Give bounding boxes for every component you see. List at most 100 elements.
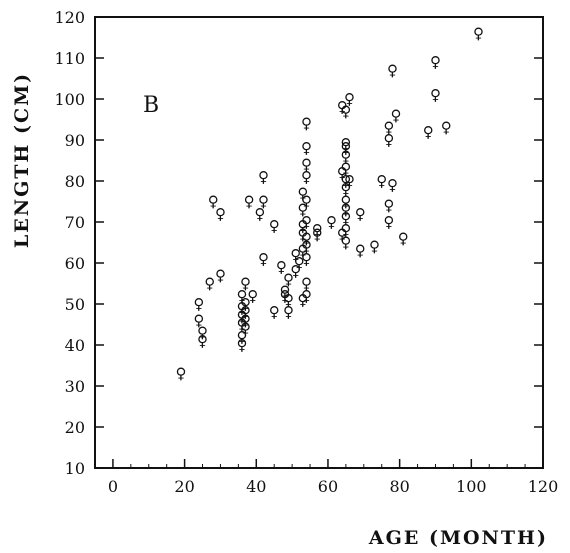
data-point: ♀ [340,135,351,153]
data-point: ♀ [301,213,312,231]
data-point: ♀ [176,365,187,383]
data-point: ♀ [297,201,308,219]
data-point: ♀ [387,61,398,79]
data-point: ♀ [383,119,394,137]
data-point: ♀ [301,168,312,186]
data-point: ♀ [236,299,247,317]
x-axis-ticks: 0 20 40 60 80 100 120 [108,459,558,496]
data-point: ♀ [283,291,294,309]
x-tick-label: 120 [528,477,559,496]
data-point: ♀ [340,201,351,219]
x-tick-label: 60 [318,477,338,496]
data-point: ♀ [258,250,269,268]
data-point: ♀ [340,102,351,120]
data-point: ♀ [340,139,351,157]
y-tick-label: 40 [65,336,85,355]
data-point: ♀ [473,24,484,42]
data-point: ♀ [197,332,208,350]
data-point: ♀ [294,254,305,272]
y-tick-label: 30 [65,377,85,396]
data-point: ♀ [387,176,398,194]
data-point: ♀ [279,283,290,301]
data-point: ♀ [301,193,312,211]
data-point: ♀ [283,303,294,321]
data-point: ♀ [301,156,312,174]
data-point: ♀ [193,295,204,313]
data-point: ♀ [240,275,251,293]
data-point: ♀ [344,172,355,190]
data-point: ♀ [204,275,215,293]
data-point: ♀ [340,147,351,165]
y-tick-label: 70 [65,213,85,232]
y-tick-label: 10 [65,459,85,478]
data-point: ♀ [383,213,394,231]
y-tick-label: 90 [65,131,85,150]
data-point: ♀ [240,303,251,321]
y-tick-label: 110 [54,49,85,68]
y-tick-label: 80 [65,172,85,191]
x-tick-label: 20 [174,477,194,496]
data-point: ♀ [258,168,269,186]
data-point: ♀ [430,53,441,71]
x-tick-label: 0 [108,477,118,496]
data-point: ♀ [369,238,380,256]
data-point: ♀ [301,139,312,157]
data-point: ♀ [430,86,441,104]
y-tick-label: 100 [54,90,85,109]
data-point: ♀ [301,115,312,133]
data-point: ♀ [193,311,204,329]
data-point: ♀ [337,98,348,116]
data-point: ♀ [376,172,387,190]
data-point: ♀ [240,311,251,329]
data-point: ♀ [337,164,348,182]
data-point: ♀ [236,307,247,325]
data-point: ♀ [240,320,251,338]
data-point: ♀ [326,213,337,231]
data-point: ♀ [398,229,409,247]
data-point: ♀ [301,275,312,293]
data-point: ♀ [269,303,280,321]
data-point: ♀ [244,193,255,211]
data-point: ♀ [441,119,452,137]
panel-label: B [143,93,159,118]
data-point: ♀ [297,184,308,202]
y-tick-label: 60 [65,254,85,273]
data-point: ♀ [340,234,351,252]
data-point: ♀ [344,90,355,108]
x-tick-label: 80 [389,477,409,496]
data-point: ♀ [290,246,301,264]
y-tick-label: 50 [65,295,85,314]
data-point: ♀ [297,217,308,235]
data-point: ♀ [340,209,351,227]
data-point: ♀ [290,262,301,280]
x-tick-label: 40 [246,477,266,496]
data-point: ♀ [355,205,366,223]
data-point: ♀ [279,287,290,305]
data-point: ♀ [215,205,226,223]
data-points: ♀♀♀♀♀♀♀♀♀♀♀♀♀♀♀♀♀♀♀♀♀♀♀♀♀♀♀♀♀♀♀♀♀♀♀♀♀♀♀♀… [176,24,484,382]
data-point: ♀ [340,221,351,239]
data-point: ♀ [236,328,247,346]
data-point: ♀ [247,287,258,305]
data-point: ♀ [297,291,308,309]
plot-frame [94,16,544,469]
data-point: ♀ [340,160,351,178]
data-point: ♀ [391,106,402,124]
data-point: ♀ [215,266,226,284]
y-axis-ticks: 10 20 30 40 50 60 70 80 90 100 110 120 [54,8,543,478]
data-point: ♀ [254,205,265,223]
data-point: ♀ [236,316,247,334]
data-point: ♀ [312,225,323,243]
data-point: ♀ [340,180,351,198]
data-point: ♀ [301,238,312,256]
data-point: ♀ [355,242,366,260]
data-point: ♀ [276,258,287,276]
data-point: ♀ [236,287,247,305]
y-tick-label: 20 [65,418,85,437]
data-point: ♀ [283,270,294,288]
data-point: ♀ [337,225,348,243]
data-point: ♀ [208,193,219,211]
y-axis-title: LENGTH (CM) [11,72,33,248]
data-point: ♀ [383,197,394,215]
x-tick-label: 100 [456,477,487,496]
